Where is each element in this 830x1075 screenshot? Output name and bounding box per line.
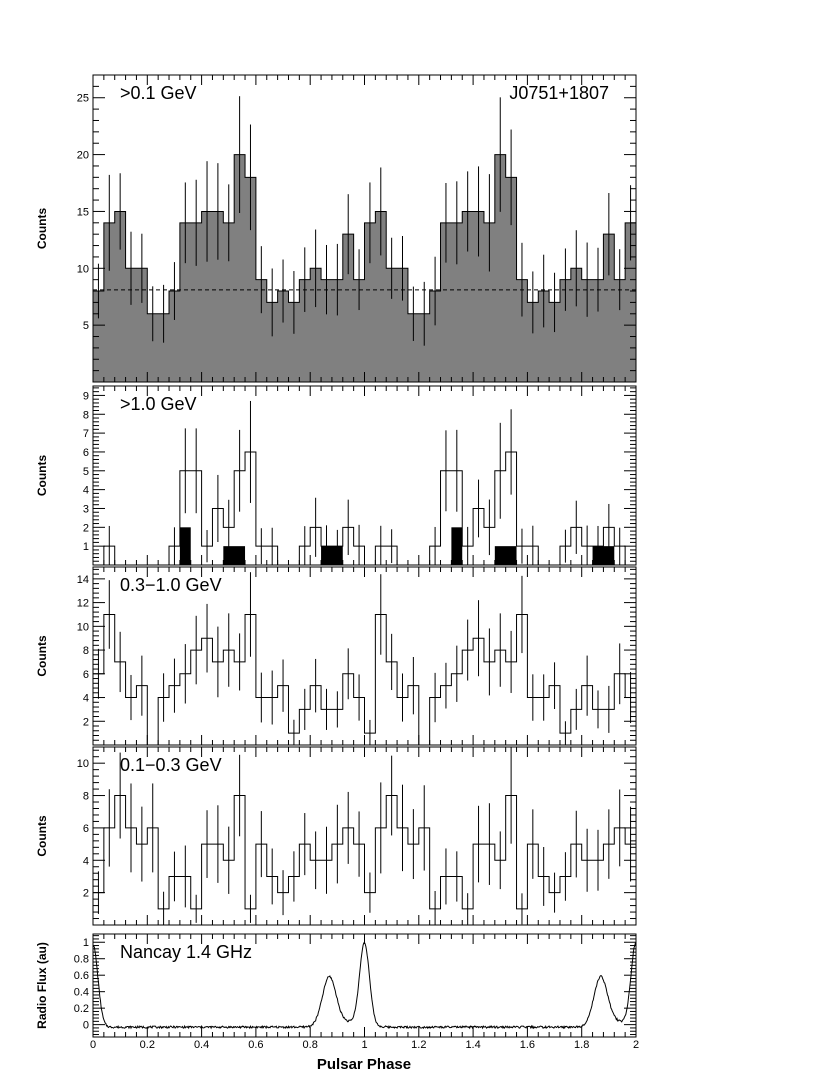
- y-tick-label: 12: [77, 598, 89, 610]
- y-tick-label: 15: [77, 206, 89, 218]
- panel-1: 5 10 15 20 25 Counts >0.1 GeV J0751+1807: [35, 74, 637, 383]
- panel-4: 2 4 6 8 10 Counts 0.1−0.3 GeV: [35, 746, 637, 926]
- panel-label: Nancay 1.4 GHz: [120, 942, 252, 962]
- y-tick-label: 5: [83, 466, 89, 478]
- y-tick-label: 10: [77, 263, 89, 275]
- y-tick-label: 8: [83, 791, 89, 803]
- x-tick-label: 0.2: [140, 1039, 155, 1051]
- y-tick-label: 5: [83, 320, 89, 332]
- filled-bar-4: [451, 527, 463, 565]
- x-tick-label: 0.8: [303, 1039, 318, 1051]
- y-axis-label: Counts: [35, 208, 49, 250]
- y-tick-label: 1: [83, 937, 89, 949]
- y-tick-label: 4: [83, 485, 89, 497]
- y-tick-label: 0.6: [74, 970, 89, 982]
- x-tick-label: 1.2: [411, 1039, 426, 1051]
- y-axis-label: Counts: [35, 455, 49, 497]
- y-tick-label: 6: [83, 823, 89, 835]
- x-tick-label: 1.4: [465, 1039, 480, 1051]
- panel-5: 0 0.2 0.4 0.6 0.8 1 Radio Flux (au) Nancay 1.4 …: [35, 933, 639, 1073]
- y-tick-label: 9: [83, 390, 89, 402]
- source-label: J0751+1807: [509, 83, 609, 103]
- y-tick-label: 1: [83, 541, 89, 553]
- y-tick-label: 2: [83, 522, 89, 534]
- panel-label: >0.1 GeV: [120, 83, 197, 103]
- panel-label: >1.0 GeV: [120, 394, 197, 414]
- filled-bar-1: [179, 527, 191, 565]
- y-axis-label: Radio Flux (au): [35, 942, 49, 1029]
- x-tick-label: 1: [361, 1039, 367, 1051]
- x-tick-label: 1.8: [574, 1039, 589, 1051]
- y-tick-label: 6: [83, 669, 89, 681]
- y-tick-label: 10: [77, 758, 89, 770]
- panel-label: 0.1−0.3 GeV: [120, 755, 222, 775]
- x-tick-label: 1.6: [520, 1039, 535, 1051]
- y-tick-label: 0.8: [74, 954, 89, 966]
- y-tick-label: 2: [83, 716, 89, 728]
- y-tick-label: 10: [77, 621, 89, 633]
- y-tick-label: 3: [83, 503, 89, 515]
- x-axis-label: Pulsar Phase: [317, 1056, 411, 1073]
- y-tick-label: 6: [83, 447, 89, 459]
- y-tick-label: 0: [83, 1020, 89, 1032]
- y-tick-label: 0.2: [74, 1003, 89, 1015]
- y-axis-label: Counts: [35, 635, 49, 677]
- x-tick-label: 2: [633, 1039, 639, 1051]
- y-tick-label: 20: [77, 150, 89, 162]
- y-tick-label: 25: [77, 93, 89, 105]
- y-tick-label: 2: [83, 888, 89, 900]
- y-tick-label: 4: [83, 855, 89, 867]
- y-tick-label: 8: [83, 409, 89, 421]
- panel-label: 0.3−1.0 GeV: [120, 575, 222, 595]
- y-tick-label: 4: [83, 693, 89, 705]
- filled-bar-5: [494, 546, 517, 565]
- x-tick-label: 0: [90, 1039, 96, 1051]
- y-tick-label: 14: [77, 574, 89, 586]
- y-tick-label: 7: [83, 428, 89, 440]
- panel-3: 2 4 6 8 10 12 14 Counts 0.3−1.0 GeV: [35, 566, 637, 746]
- histogram-outline: [93, 613, 636, 746]
- y-tick-label: 8: [83, 645, 89, 657]
- x-tick-label: 0.4: [194, 1039, 209, 1051]
- y-axis-label: Counts: [35, 815, 49, 857]
- y-tick-label: 0.4: [74, 987, 89, 999]
- panel-2: 1 2 3 4 5 6 7 8 9 Counts >1.0 GeV: [35, 385, 637, 566]
- x-tick-label: 0.6: [248, 1039, 263, 1051]
